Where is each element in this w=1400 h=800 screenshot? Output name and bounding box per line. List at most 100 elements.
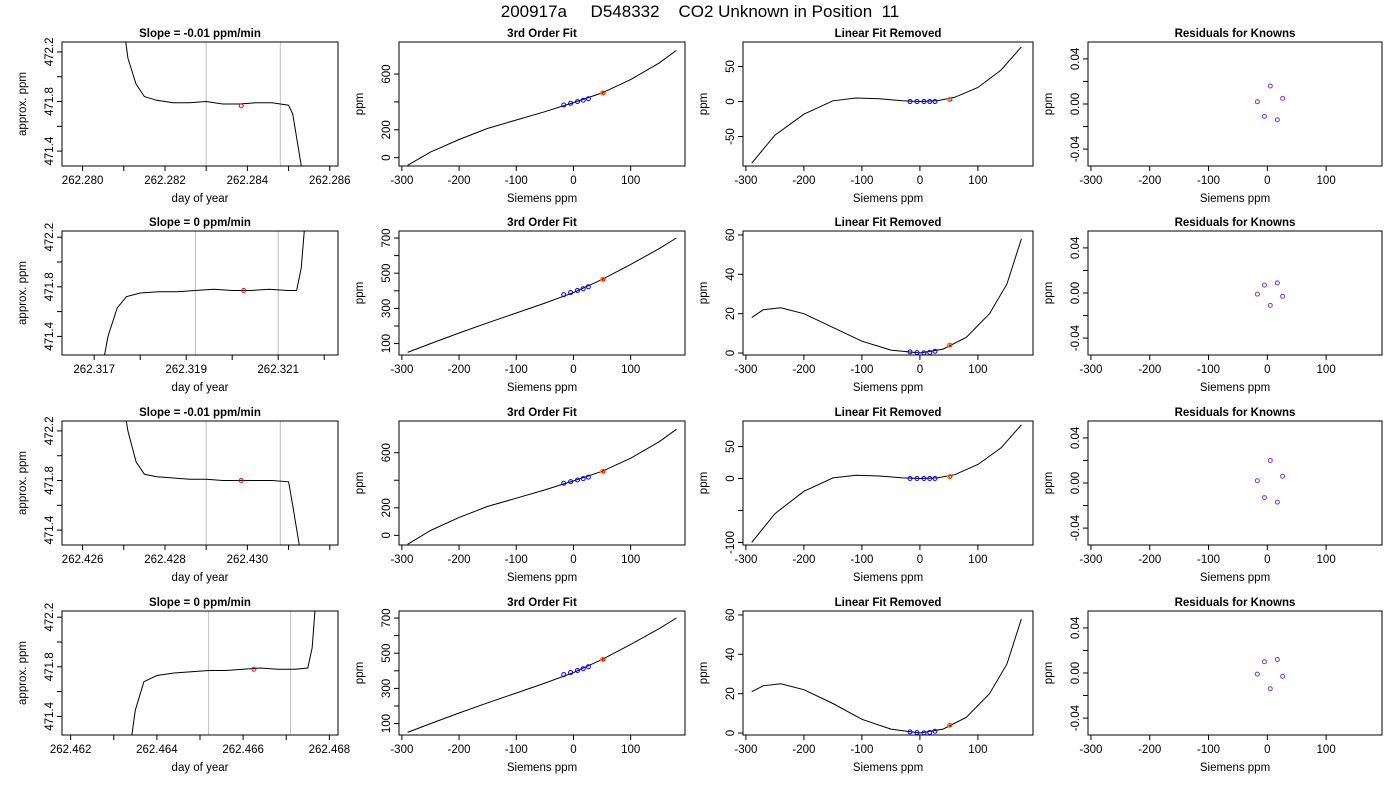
- y-tick-label: 0: [725, 98, 737, 104]
- y-tick-label: -0.04: [1070, 704, 1082, 731]
- y-tick-label: 200: [381, 498, 393, 517]
- data-point: [580, 666, 586, 672]
- y-tick-label: 0.00: [1070, 282, 1082, 304]
- y-axis-label: ppm: [1043, 662, 1055, 684]
- panel-r3c2: Linear Fit Removed -300 -200 -100 0 100 0 20 40 6…: [698, 597, 1034, 774]
- x-tick-label: 0: [1264, 744, 1270, 756]
- x-tick-label: -200: [448, 175, 471, 187]
- panel-r3c1: 3rd Order Fit -300 -200 -100 0 100 100 300 500 70…: [354, 597, 686, 774]
- data-point: [921, 99, 927, 105]
- y-tick-label: 472.2: [44, 38, 56, 67]
- data-point: [1280, 473, 1286, 479]
- y-tick-label: 471.4: [44, 321, 56, 350]
- data-point: [932, 99, 938, 105]
- panel-r0c2: Linear Fit Removed -300 -200 -100 0 100 -50 0 50…: [698, 28, 1034, 205]
- y-axis-label: ppm: [1043, 93, 1055, 115]
- x-tick-label: 262.282: [144, 175, 186, 187]
- data-point: [1254, 291, 1260, 297]
- mean-marker: [238, 478, 244, 484]
- y-axis-label: approx. ppm: [17, 451, 29, 515]
- data-point: [1267, 686, 1273, 692]
- unknown-point: [946, 342, 953, 348]
- y-tick-label: -0.04: [1070, 135, 1082, 162]
- x-axis-label: Siemens ppm: [1200, 382, 1270, 394]
- x-tick-label: 0: [917, 364, 923, 376]
- panel-title: 3rd Order Fit: [507, 28, 577, 40]
- panel-title: Linear Fit Removed: [835, 407, 942, 419]
- data-point: [1261, 495, 1267, 501]
- data-point: [932, 728, 938, 734]
- plot-frame: [398, 41, 686, 167]
- plot-frame: [398, 420, 686, 546]
- data-point: [574, 287, 580, 293]
- data-point: [580, 286, 586, 292]
- y-axis-label: ppm: [354, 472, 366, 494]
- x-tick-label: -200: [1138, 554, 1161, 566]
- panel-title: Slope = -0.01 ppm/min: [139, 407, 261, 419]
- data-point: [1274, 117, 1280, 123]
- x-axis-label: Siemens ppm: [1200, 762, 1270, 774]
- x-tick-label: -300: [734, 175, 757, 187]
- data-point: [1254, 671, 1260, 677]
- x-tick-label: -200: [792, 175, 815, 187]
- x-tick-label: -200: [1138, 175, 1161, 187]
- x-tick-label: -100: [1197, 175, 1220, 187]
- y-tick-label: 0: [725, 475, 737, 481]
- data-point: [1261, 659, 1267, 665]
- panel-title: 3rd Order Fit: [507, 217, 577, 229]
- data-point: [914, 476, 920, 482]
- y-tick-label: 20: [725, 687, 737, 700]
- y-axis-label: ppm: [698, 93, 710, 115]
- x-tick-label: 0: [570, 175, 576, 187]
- x-tick-label: 262.284: [227, 175, 269, 187]
- y-tick-label: 40: [725, 268, 737, 281]
- x-tick-label: 262.468: [309, 744, 351, 756]
- series-line: [751, 424, 1022, 543]
- data-point: [907, 349, 913, 355]
- y-axis-label: ppm: [1043, 472, 1055, 494]
- y-tick-label: 300: [381, 679, 393, 698]
- x-axis-label: day of year: [172, 193, 229, 205]
- y-tick-label: -50: [725, 128, 737, 145]
- x-tick-label: 100: [621, 175, 640, 187]
- x-axis-label: Siemens ppm: [507, 572, 577, 584]
- x-tick-label: -100: [850, 744, 873, 756]
- y-tick-label: -0.04: [1070, 324, 1082, 351]
- data-point: [580, 476, 586, 482]
- x-tick-label: 262.321: [257, 364, 299, 376]
- plot-frame: [742, 420, 1034, 546]
- unknown-point-overlay: [948, 343, 953, 348]
- data-point: [585, 664, 591, 670]
- x-tick-label: -200: [792, 554, 815, 566]
- x-tick-label: 262.319: [165, 364, 207, 376]
- plot-frame: [1087, 41, 1383, 167]
- x-axis-label: Siemens ppm: [507, 382, 577, 394]
- x-tick-label: 262.428: [144, 554, 186, 566]
- y-tick-label: 471.4: [44, 701, 56, 730]
- y-axis-label: ppm: [698, 662, 710, 684]
- x-tick-label: 262.464: [136, 744, 178, 756]
- data-point: [1254, 478, 1260, 484]
- panel-title: 3rd Order Fit: [507, 407, 577, 419]
- panel-title: 3rd Order Fit: [507, 597, 577, 609]
- x-tick-label: -200: [448, 744, 471, 756]
- unknown-point-overlay: [948, 97, 953, 102]
- y-tick-label: 0.00: [1070, 662, 1082, 684]
- unknown-point: [600, 90, 606, 96]
- panel-title: Slope = 0 ppm/min: [149, 217, 251, 229]
- x-tick-label: 0: [917, 744, 923, 756]
- x-tick-label: 262.430: [227, 554, 269, 566]
- x-tick-label: -300: [1079, 364, 1102, 376]
- x-tick-label: -300: [390, 175, 413, 187]
- data-point: [914, 99, 920, 105]
- data-point: [568, 479, 574, 485]
- unknown-point: [600, 468, 606, 474]
- data-point: [907, 476, 913, 482]
- x-axis-label: Siemens ppm: [507, 762, 577, 774]
- data-point: [568, 290, 574, 296]
- unknown-point: [946, 474, 953, 480]
- unknown-point: [946, 722, 953, 728]
- plot-frame: [1087, 610, 1383, 736]
- x-tick-label: 100: [1317, 554, 1336, 566]
- y-tick-label: 0.00: [1070, 93, 1082, 115]
